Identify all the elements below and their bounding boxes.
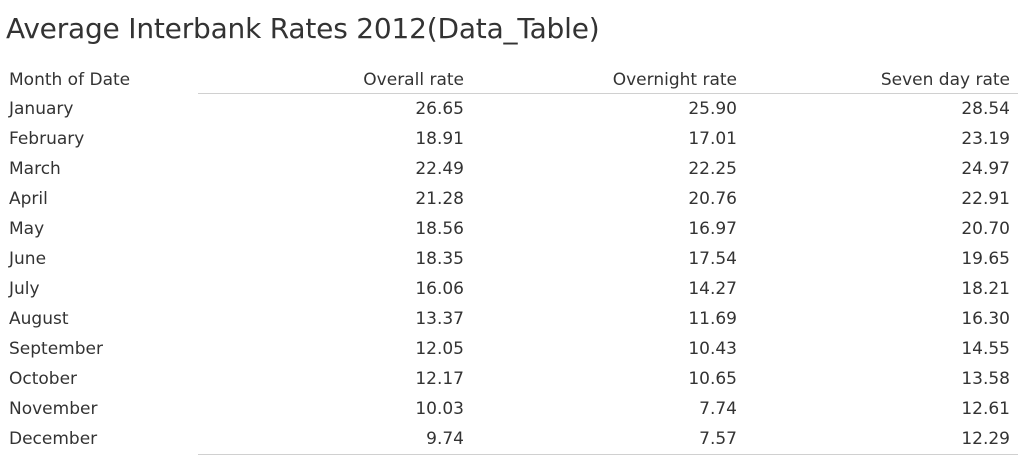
overnight-rate-cell: 14.27 xyxy=(688,279,737,299)
column-header-overnight-rate[interactable]: Overnight rate xyxy=(612,70,737,90)
overnight-rate-cell: 17.54 xyxy=(688,249,737,269)
month-cell: November xyxy=(9,399,98,419)
chart-title: Average Interbank Rates 2012(Data_Table) xyxy=(6,12,600,45)
column-header-month[interactable]: Month of Date xyxy=(9,70,131,90)
table-bottom-divider xyxy=(198,454,1018,455)
seven-day-rate-cell: 20.70 xyxy=(961,219,1010,239)
column-header-overall-rate[interactable]: Overall rate xyxy=(363,70,464,90)
overall-rate-cell: 21.28 xyxy=(415,189,464,209)
seven-day-rate-cell: 13.58 xyxy=(961,369,1010,389)
overall-rate-cell: 26.65 xyxy=(415,99,464,119)
table-row[interactable]: April 21.28 20.76 22.91 xyxy=(0,184,1020,214)
row-band xyxy=(198,334,1018,364)
overnight-rate-cell: 7.57 xyxy=(699,429,737,449)
row-band xyxy=(198,154,1018,184)
row-band xyxy=(198,394,1018,424)
overall-rate-cell: 16.06 xyxy=(415,279,464,299)
row-band xyxy=(198,214,1018,244)
overnight-rate-cell: 16.97 xyxy=(688,219,737,239)
overall-rate-cell: 12.05 xyxy=(415,339,464,359)
table-row[interactable]: October 12.17 10.65 13.58 xyxy=(0,364,1020,394)
seven-day-rate-cell: 12.29 xyxy=(961,429,1010,449)
overnight-rate-cell: 22.25 xyxy=(688,159,737,179)
seven-day-rate-cell: 19.65 xyxy=(961,249,1010,269)
overnight-rate-cell: 7.74 xyxy=(699,399,737,419)
overall-rate-cell: 12.17 xyxy=(415,369,464,389)
month-cell: January xyxy=(9,99,74,119)
overall-rate-cell: 13.37 xyxy=(415,309,464,329)
table-header-row: Month of Date Overall rate Overnight rat… xyxy=(0,66,1020,94)
overnight-rate-cell: 20.76 xyxy=(688,189,737,209)
overall-rate-cell: 18.56 xyxy=(415,219,464,239)
column-header-seven-day-rate[interactable]: Seven day rate xyxy=(880,70,1010,90)
table-row[interactable]: August 13.37 11.69 16.30 xyxy=(0,304,1020,334)
month-cell: December xyxy=(9,429,98,449)
overnight-rate-cell: 17.01 xyxy=(688,129,737,149)
overnight-rate-cell: 11.69 xyxy=(688,309,737,329)
table-row[interactable]: June 18.35 17.54 19.65 xyxy=(0,244,1020,274)
table-row[interactable]: July 16.06 14.27 18.21 xyxy=(0,274,1020,304)
overnight-rate-cell: 10.65 xyxy=(688,369,737,389)
month-cell: April xyxy=(9,189,48,209)
seven-day-rate-cell: 24.97 xyxy=(961,159,1010,179)
month-cell: September xyxy=(9,339,103,359)
month-cell: March xyxy=(9,159,61,179)
overall-rate-cell: 22.49 xyxy=(415,159,464,179)
month-cell: June xyxy=(9,249,47,269)
seven-day-rate-cell: 18.21 xyxy=(961,279,1010,299)
table-row[interactable]: March 22.49 22.25 24.97 xyxy=(0,154,1020,184)
seven-day-rate-cell: 12.61 xyxy=(961,399,1010,419)
row-band xyxy=(198,94,1018,124)
table-row[interactable]: September 12.05 10.43 14.55 xyxy=(0,334,1020,364)
month-cell: May xyxy=(9,219,45,239)
month-cell: October xyxy=(9,369,78,389)
seven-day-rate-cell: 16.30 xyxy=(961,309,1010,329)
month-cell: February xyxy=(9,129,85,149)
overnight-rate-cell: 10.43 xyxy=(688,339,737,359)
table-body: January 26.65 25.90 28.54 February 18.91 17.01… xyxy=(0,94,1020,454)
seven-day-rate-cell: 22.91 xyxy=(961,189,1010,209)
month-cell: July xyxy=(9,279,40,299)
seven-day-rate-cell: 14.55 xyxy=(961,339,1010,359)
overall-rate-cell: 18.35 xyxy=(415,249,464,269)
overall-rate-cell: 9.74 xyxy=(426,429,464,449)
seven-day-rate-cell: 28.54 xyxy=(961,99,1010,119)
overall-rate-cell: 18.91 xyxy=(415,129,464,149)
overnight-rate-cell: 25.90 xyxy=(688,99,737,119)
table-row[interactable]: February 18.91 17.01 23.19 xyxy=(0,124,1020,154)
table-row[interactable]: January 26.65 25.90 28.54 xyxy=(0,94,1020,124)
table-row[interactable]: December 9.74 7.57 12.29 xyxy=(0,424,1020,454)
table-row[interactable]: November 10.03 7.74 12.61 xyxy=(0,394,1020,424)
overall-rate-cell: 10.03 xyxy=(415,399,464,419)
month-cell: August xyxy=(9,309,69,329)
table-row[interactable]: May 18.56 16.97 20.70 xyxy=(0,214,1020,244)
seven-day-rate-cell: 23.19 xyxy=(961,129,1010,149)
data-table: Month of Date Overall rate Overnight rat… xyxy=(0,66,1020,454)
row-band xyxy=(198,274,1018,304)
